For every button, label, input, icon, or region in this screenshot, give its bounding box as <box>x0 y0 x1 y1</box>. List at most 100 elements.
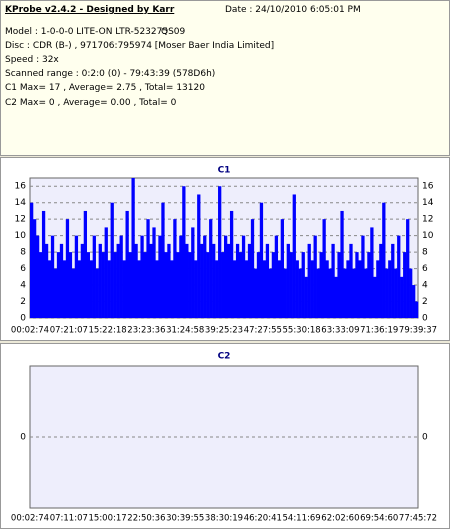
bar <box>161 202 165 318</box>
x-tick-label: 39:25:23 <box>205 326 243 336</box>
chart-title: C2 <box>218 352 231 362</box>
bar <box>119 235 123 318</box>
bar <box>406 219 410 318</box>
bar <box>80 243 85 318</box>
bar <box>35 235 40 318</box>
bar <box>200 243 204 318</box>
bar <box>128 252 132 318</box>
x-tick-label: 63:33:09 <box>321 326 359 336</box>
bar <box>343 268 347 318</box>
bar <box>185 243 189 318</box>
bar <box>176 252 180 318</box>
bar <box>167 243 171 318</box>
y2-tick-label: 6 <box>422 264 428 274</box>
bar <box>137 260 141 318</box>
bar <box>77 260 82 318</box>
bar <box>256 252 261 318</box>
bar <box>116 243 120 318</box>
y2-tick-label: 10 <box>422 231 434 241</box>
bar <box>59 243 64 318</box>
chart-title: C1 <box>218 166 231 176</box>
bar <box>149 243 153 318</box>
bar <box>373 276 377 318</box>
bar <box>412 285 416 318</box>
bar <box>92 235 96 318</box>
bar <box>107 260 111 318</box>
bar <box>283 268 287 318</box>
bar <box>194 260 198 318</box>
y-tick-label: 8 <box>20 248 26 258</box>
bar <box>65 219 70 318</box>
bar <box>206 252 210 318</box>
x-tick-label: 69:54:60 <box>360 514 398 524</box>
bar <box>212 243 216 318</box>
bar <box>38 252 43 318</box>
disc: Disc : CDR (B-) , 971706:795974 [Moser B… <box>5 41 275 51</box>
bar <box>313 235 317 318</box>
bar <box>292 194 296 318</box>
bar <box>125 210 129 318</box>
bar <box>364 268 368 318</box>
y-tick-label: 0 <box>20 314 26 324</box>
bar <box>337 252 341 318</box>
bar <box>235 243 240 318</box>
x-tick-label: 22:50:36 <box>127 514 165 524</box>
bar <box>98 243 102 318</box>
bar <box>238 252 243 318</box>
x-tick-label: 15:00:17 <box>89 514 127 524</box>
x-tick-label: 62:02:60 <box>321 514 359 524</box>
x-tick-label: 31:24:58 <box>166 326 204 336</box>
bar <box>301 252 305 318</box>
bar <box>268 268 273 318</box>
bar <box>409 268 413 318</box>
x-tick-label: 07:21:07 <box>50 326 88 336</box>
bar <box>95 268 99 318</box>
bar <box>56 252 61 318</box>
bar <box>44 243 49 318</box>
bar <box>232 260 237 318</box>
bar <box>218 186 222 318</box>
bar <box>361 235 365 318</box>
bar <box>388 260 392 318</box>
bar <box>47 260 52 318</box>
bar <box>158 235 162 318</box>
y2-tick-label: 2 <box>422 297 428 307</box>
bar <box>170 260 174 318</box>
bar <box>110 202 114 318</box>
bar <box>215 260 219 318</box>
bar <box>224 235 228 318</box>
bar <box>131 178 135 318</box>
bar <box>370 227 374 318</box>
bar <box>403 252 407 318</box>
bar <box>203 235 207 318</box>
y2-tick-label: 8 <box>422 248 428 258</box>
bar <box>209 219 213 318</box>
bar <box>253 268 258 318</box>
speed: Speed : 32x <box>5 55 59 65</box>
x-tick-label: 23:23:36 <box>127 326 165 336</box>
bar <box>328 268 332 318</box>
bar <box>277 260 282 318</box>
bar <box>191 227 195 318</box>
bar <box>271 252 276 318</box>
bar <box>316 268 320 318</box>
y-tick-label: 4 <box>20 281 26 291</box>
bar <box>71 268 76 318</box>
bar <box>101 252 105 318</box>
x-tick-label: 77:45:72 <box>399 514 437 524</box>
y2-tick-label: 4 <box>422 281 428 291</box>
bar <box>334 276 338 318</box>
y-tick-label: 10 <box>15 231 27 241</box>
x-tick-label: 54:11:69 <box>283 514 321 524</box>
bar <box>376 260 380 318</box>
y-tick-label: 16 <box>15 182 27 192</box>
info-panel: KProbe v2.4.2 - Designed by Karr Date : … <box>0 0 450 156</box>
bar <box>394 268 398 318</box>
bar <box>259 202 264 318</box>
bar <box>319 252 323 318</box>
x-tick-label: 46:20:41 <box>244 514 282 524</box>
bar <box>53 268 58 318</box>
bar <box>262 260 267 318</box>
x-tick-label: 79:39:37 <box>399 326 437 336</box>
